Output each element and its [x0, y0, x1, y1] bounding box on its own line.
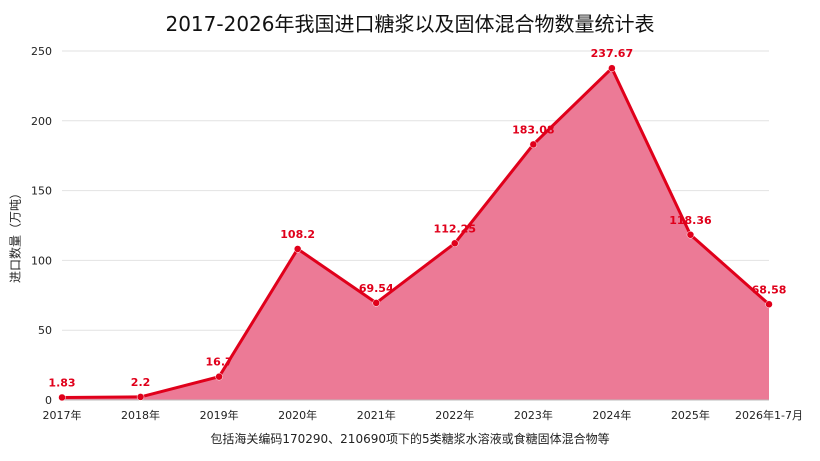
x-tick-label: 2022年: [435, 408, 474, 422]
data-label: 237.67: [591, 47, 633, 60]
y-tick-label: 100: [31, 254, 52, 267]
y-tick-label: 0: [45, 394, 52, 407]
y-tick-label: 250: [31, 45, 52, 58]
series-line: [60, 66, 771, 399]
data-label: 118.36: [669, 214, 712, 227]
data-point: [451, 239, 459, 248]
data-point: [136, 393, 145, 401]
series-area: [62, 68, 769, 400]
y-tick-label: 50: [38, 324, 52, 337]
label-layer: 1.83 2.2 16.7 108.2 69.54 112.25 183.08 237.67 1…: [48, 47, 786, 389]
x-tick-label: 2024年: [592, 408, 631, 422]
x-tick-label: 2020年: [278, 408, 317, 422]
data-point: [765, 300, 773, 309]
data-label: 183.08: [512, 123, 554, 136]
data-label: 2.2: [131, 376, 151, 389]
data-point: [372, 299, 380, 307]
y-tick-label: 150: [31, 185, 52, 198]
x-tick-label: 2025年: [671, 408, 710, 422]
data-point: [293, 245, 302, 253]
area-layer: [60, 66, 771, 400]
x-tick-label: 2023年: [514, 408, 553, 422]
y-tick-label: 200: [31, 115, 52, 128]
x-tick-label: 2018年: [121, 408, 160, 422]
x-tick-label: 2026年1-7月: [735, 408, 803, 422]
data-label: 68.58: [752, 283, 787, 296]
chart-title: 2017-2026年我国进口糖浆以及固体混合物数量统计表: [165, 12, 655, 36]
data-label: 112.25: [434, 222, 476, 235]
point-layer: [58, 64, 773, 402]
data-point: [58, 393, 66, 402]
axis-layer: 0 50 100 150 200 250 2017年 2018年 2019年 2020年 2021年…: [31, 45, 803, 422]
x-tick-label: 2017年: [43, 408, 82, 422]
data-label: 16.7: [206, 356, 233, 369]
x-tick-label: 2021年: [357, 408, 396, 422]
x-axis-title: 包括海关编码170290、210690项下的5类糖浆水溶液或食糖固体混合物等: [210, 432, 610, 446]
x-tick-label: 2019年: [200, 408, 239, 422]
data-point: [215, 372, 223, 381]
data-point: [529, 140, 538, 149]
data-point: [686, 231, 695, 239]
data-label: 108.2: [280, 228, 315, 241]
data-point: [608, 64, 616, 72]
data-label: 1.83: [48, 376, 75, 389]
data-label: 69.54: [359, 282, 394, 295]
